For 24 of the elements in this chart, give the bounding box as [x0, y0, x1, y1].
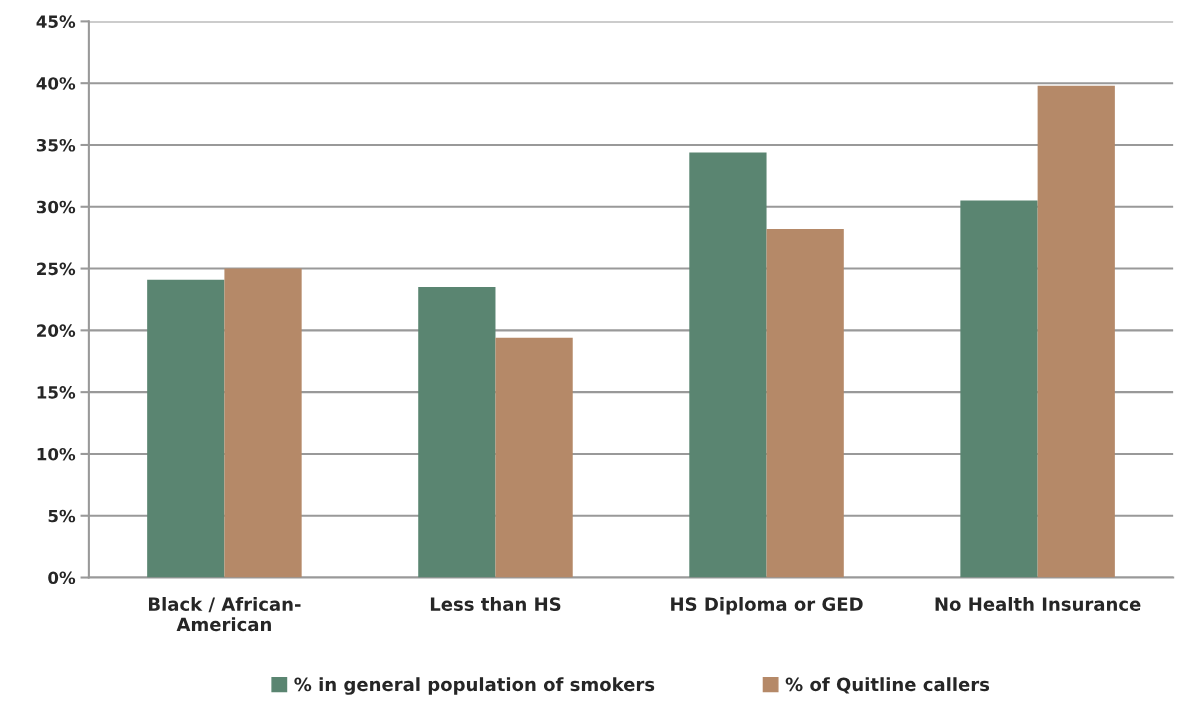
- y-tick-label: 0%: [48, 571, 76, 585]
- legend-label: % of Quitline callers: [785, 677, 990, 694]
- bar: [495, 337, 573, 578]
- y-tick-label: 40%: [36, 77, 76, 90]
- x-tick-label: HS Diploma or GED: [671, 596, 863, 615]
- y-tick-label: 15%: [37, 386, 76, 399]
- y-tick-label: 5%: [48, 509, 76, 523]
- x-tick-label: No Health Insurance: [935, 596, 1141, 611]
- bar: [1037, 85, 1115, 578]
- x-tick-label: Less than HS: [430, 596, 561, 611]
- bar: [766, 229, 844, 578]
- y-tick-label: 20%: [37, 324, 76, 337]
- bar: [147, 279, 225, 578]
- y-tick-label: 25%: [37, 262, 76, 276]
- y-tick-label: 45%: [36, 15, 76, 28]
- bar: [960, 200, 1038, 578]
- y-tick-label: 35%: [36, 138, 76, 152]
- legend-label: % in general population of smokers: [294, 677, 655, 695]
- x-tick-label: Black / African- American: [148, 596, 301, 632]
- bar: [224, 268, 302, 578]
- bar: [689, 152, 767, 578]
- y-tick-label: 30%: [36, 200, 76, 214]
- y-tick-label: 10%: [37, 447, 76, 461]
- bar: [418, 287, 496, 578]
